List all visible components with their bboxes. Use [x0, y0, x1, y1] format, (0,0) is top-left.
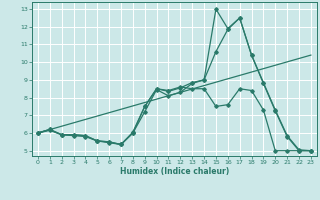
X-axis label: Humidex (Indice chaleur): Humidex (Indice chaleur) [120, 167, 229, 176]
